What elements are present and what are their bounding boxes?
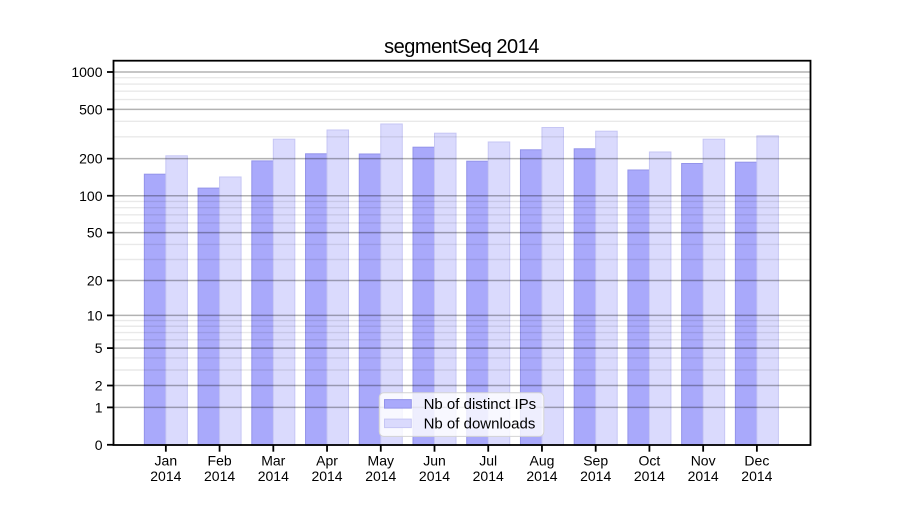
- svg-text:2014: 2014: [258, 468, 289, 484]
- svg-text:1: 1: [95, 399, 103, 415]
- svg-text:Dec: Dec: [744, 453, 769, 469]
- svg-text:2014: 2014: [473, 468, 504, 484]
- svg-text:2014: 2014: [365, 468, 396, 484]
- svg-text:0: 0: [95, 437, 103, 453]
- svg-text:5: 5: [95, 340, 103, 356]
- svg-text:Aug: Aug: [529, 453, 554, 469]
- svg-text:Nov: Nov: [691, 453, 716, 469]
- svg-text:Jun: Jun: [423, 453, 446, 469]
- svg-text:Mar: Mar: [261, 453, 285, 469]
- svg-text:2014: 2014: [526, 468, 557, 484]
- svg-text:Jul: Jul: [479, 453, 497, 469]
- svg-text:200: 200: [79, 151, 103, 167]
- svg-text:2: 2: [95, 378, 103, 394]
- svg-text:2014: 2014: [419, 468, 450, 484]
- svg-text:Sep: Sep: [583, 453, 608, 469]
- svg-text:1000: 1000: [71, 64, 102, 80]
- svg-text:2014: 2014: [634, 468, 665, 484]
- svg-text:Nb of downloads: Nb of downloads: [424, 416, 536, 433]
- svg-text:Oct: Oct: [639, 453, 661, 469]
- svg-text:Apr: Apr: [316, 453, 338, 469]
- svg-text:May: May: [368, 453, 394, 469]
- svg-text:2014: 2014: [311, 468, 342, 484]
- svg-text:segmentSeq 2014: segmentSeq 2014: [384, 36, 539, 58]
- svg-text:2014: 2014: [150, 468, 181, 484]
- svg-text:2014: 2014: [741, 468, 772, 484]
- svg-text:20: 20: [87, 273, 103, 289]
- svg-text:2014: 2014: [580, 468, 611, 484]
- svg-text:500: 500: [79, 101, 103, 117]
- svg-text:2014: 2014: [204, 468, 235, 484]
- svg-text:Feb: Feb: [208, 453, 232, 469]
- svg-text:Nb of distinct IPs: Nb of distinct IPs: [424, 396, 537, 413]
- svg-text:2014: 2014: [688, 468, 719, 484]
- svg-text:Jan: Jan: [155, 453, 178, 469]
- svg-text:100: 100: [79, 188, 103, 204]
- svg-text:50: 50: [87, 225, 103, 241]
- svg-text:10: 10: [87, 307, 103, 323]
